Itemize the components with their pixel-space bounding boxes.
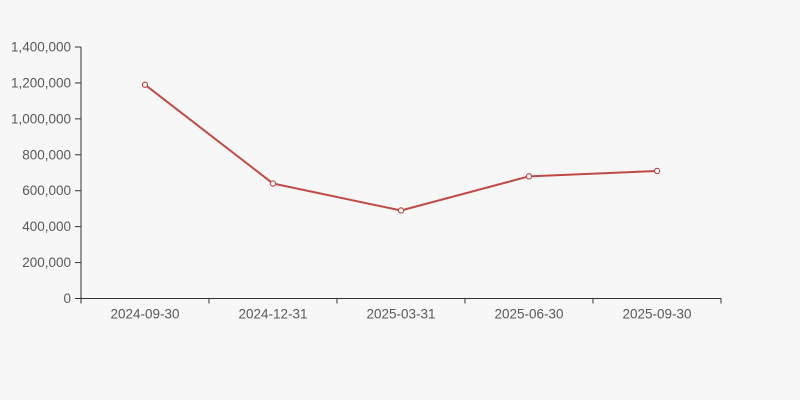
data-point-marker: [141, 81, 149, 88]
x-axis-tick-label: 2025-06-30: [494, 307, 563, 322]
y-axis-tick-label: 1,000,000: [11, 111, 71, 126]
data-point-marker: [397, 207, 405, 214]
y-axis-tick-label: 600,000: [22, 183, 71, 198]
y-axis-tick-label: 1,200,000: [11, 75, 71, 90]
data-point-marker: [525, 173, 533, 180]
y-axis-tick-label: 400,000: [22, 219, 71, 234]
x-axis-tick-label: 2024-09-30: [110, 307, 179, 322]
data-point-marker: [653, 167, 661, 175]
x-axis-tick-label: 2025-03-31: [366, 307, 435, 322]
y-axis-tick-label: 0: [63, 291, 71, 306]
x-axis-tick-label: 2025-09-30: [622, 307, 691, 322]
data-point-marker: [269, 180, 277, 187]
y-axis-tick-label: 200,000: [22, 255, 71, 270]
x-axis-tick-label: 2024-12-31: [238, 307, 307, 322]
y-axis-tick-label: 1,400,000: [11, 40, 71, 55]
y-axis-tick-label: 800,000: [22, 147, 71, 162]
